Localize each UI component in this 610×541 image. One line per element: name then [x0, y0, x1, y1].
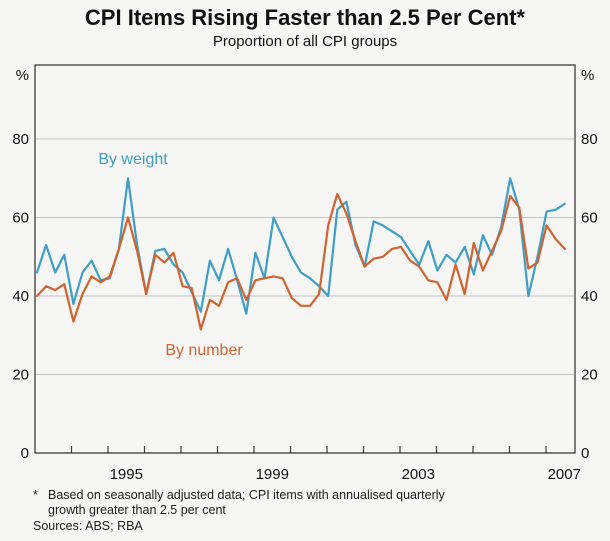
- ytick-label-right-60: 60: [581, 210, 598, 227]
- sources-line: Sources: ABS; RBA: [33, 519, 143, 533]
- chart-title: CPI Items Rising Faster than 2.5 Per Cen…: [84, 5, 526, 30]
- series-line-by-weight: [35, 177, 566, 315]
- y-unit-right: %: [581, 67, 594, 84]
- ytick-label-right-80: 80: [581, 131, 598, 148]
- ytick-label-left-60: 60: [12, 210, 29, 227]
- plot-frame: [34, 64, 576, 454]
- series-label-by-number: By number: [165, 342, 243, 359]
- ytick-label-right-0: 0: [581, 445, 589, 462]
- ytick-label-left-0: 0: [21, 445, 29, 462]
- xtick-label-1999: 1999: [256, 466, 289, 483]
- xtick-label-2007: 2007: [548, 466, 581, 483]
- xtick-label-2003: 2003: [402, 466, 435, 483]
- ytick-label-right-40: 40: [581, 288, 598, 305]
- ytick-label-left-80: 80: [12, 131, 29, 148]
- ytick-label-left-40: 40: [12, 288, 29, 305]
- footnote: * Based on seasonally adjusted data; CPI…: [33, 488, 593, 518]
- footnote-asterisk: *: [33, 488, 38, 502]
- chart-subtitle: Proportion of all CPI groups: [212, 33, 398, 50]
- y-unit-left: %: [16, 67, 29, 84]
- series-line-by-number: [35, 192, 566, 331]
- ytick-label-right-20: 20: [581, 367, 598, 384]
- xtick-label-1995: 1995: [110, 466, 143, 483]
- footnote-text: Based on seasonally adjusted data; CPI i…: [48, 488, 445, 517]
- ytick-label-left-20: 20: [12, 367, 29, 384]
- series-label-by-weight: By weight: [98, 151, 168, 168]
